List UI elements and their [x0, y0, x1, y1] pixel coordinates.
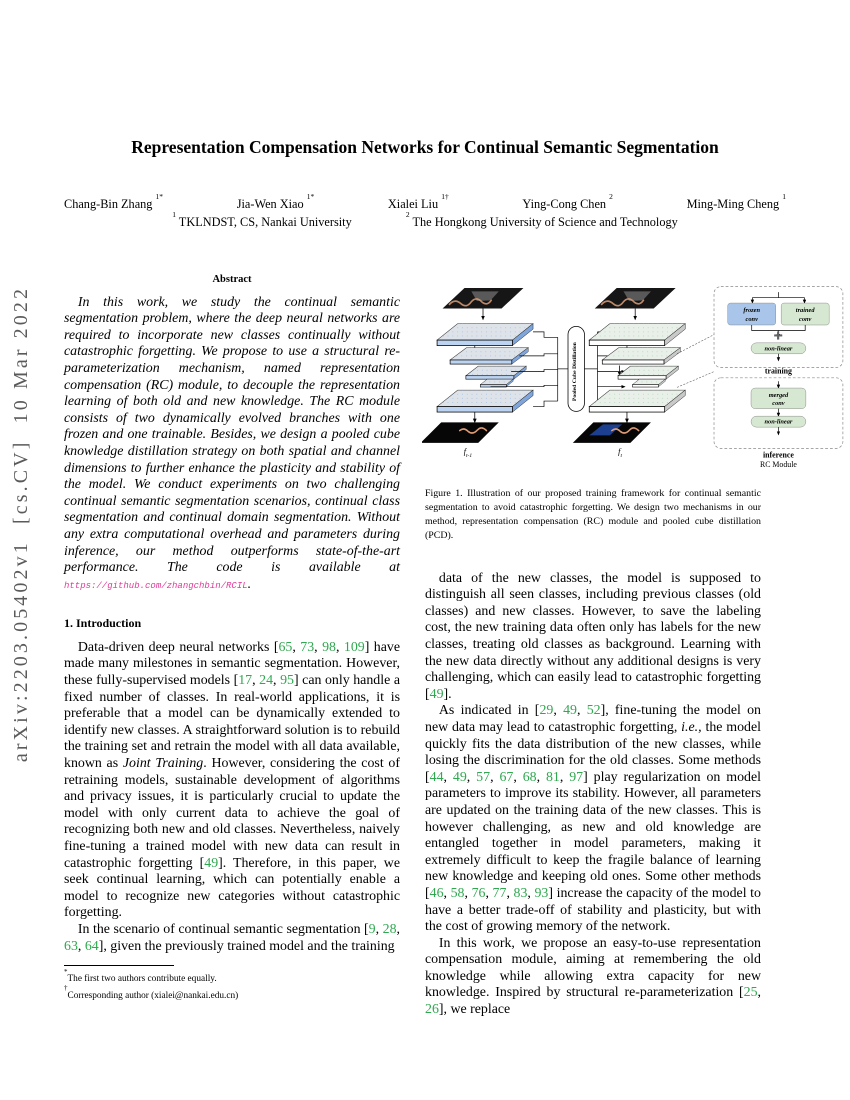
svg-text:non-linear: non-linear — [764, 345, 792, 352]
svg-text:RC Module: RC Module — [760, 460, 797, 469]
svg-text:ft: ft — [618, 447, 622, 459]
svg-text:➕: ➕ — [774, 331, 783, 340]
svg-text:ft-1: ft-1 — [464, 447, 473, 459]
svg-text:conv: conv — [799, 316, 812, 323]
svg-text:Pooled Cube Distillation: Pooled Cube Distillation — [572, 341, 578, 401]
svg-text:non-linear: non-linear — [764, 419, 792, 426]
svg-text:frozen: frozen — [743, 307, 760, 314]
svg-text:conv: conv — [746, 316, 759, 323]
svg-text:conv: conv — [772, 400, 785, 407]
svg-text:merged: merged — [769, 392, 789, 399]
svg-text:trained: trained — [796, 307, 816, 314]
svg-text:training: training — [765, 367, 792, 376]
svg-text:inference: inference — [763, 450, 794, 459]
